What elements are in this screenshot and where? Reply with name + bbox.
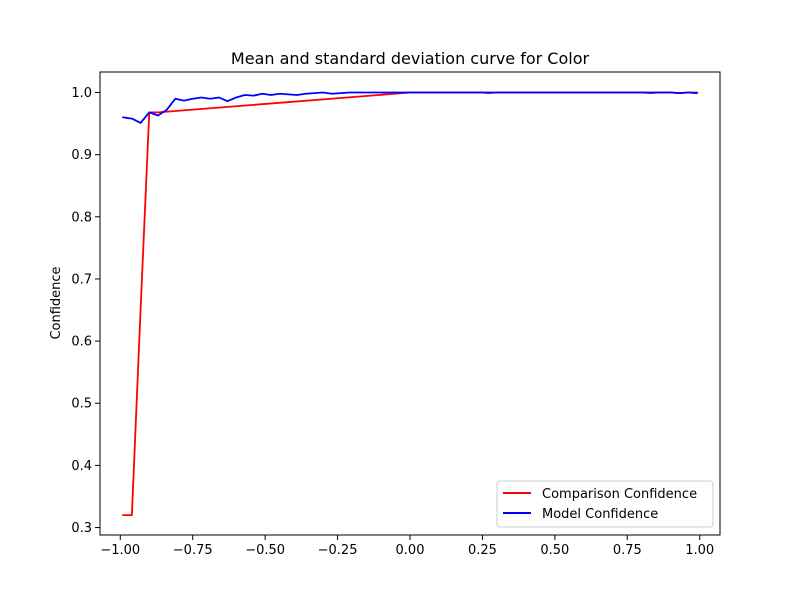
x-tick-label: 0.75 (613, 543, 642, 558)
legend-label-model: Model Confidence (542, 507, 658, 522)
y-tick-label: 0.9 (71, 148, 92, 163)
x-tick-label: 0.00 (396, 543, 425, 558)
legend-box (496, 480, 714, 528)
plot-area (122, 91, 698, 517)
x-tick-label: 1.00 (685, 543, 714, 558)
x-tick-label: −1.00 (100, 543, 140, 558)
axis-ticks: −1.00 −0.75 −0.50 −0.25 0.00 0.25 0.50 0.75 1.00… (71, 86, 714, 558)
y-tick-label: 0.8 (71, 210, 92, 225)
chart-title: Mean and standard deviation curve for Co… (231, 49, 590, 68)
y-tick-label: 1.0 (71, 86, 92, 101)
legend: Comparison Confidence Model Confidence (496, 480, 714, 528)
y-tick-label: 0.4 (71, 459, 92, 474)
y-axis-label: Confidence (49, 266, 64, 339)
x-tick-label: −0.50 (245, 543, 285, 558)
axes-frame (99, 71, 721, 536)
y-tick-label: 0.5 (71, 397, 92, 412)
y-tick-label: 0.3 (71, 521, 92, 536)
x-tick-label: 0.25 (468, 543, 497, 558)
y-tick-label: 0.6 (71, 335, 92, 350)
legend-label-comparison: Comparison Confidence (542, 487, 697, 502)
y-tick-label: 0.7 (71, 272, 92, 287)
model-confidence-line (122, 91, 698, 124)
x-tick-label: −0.75 (173, 543, 213, 558)
x-tick-label: −0.25 (318, 543, 358, 558)
x-tick-label: 0.50 (540, 543, 569, 558)
